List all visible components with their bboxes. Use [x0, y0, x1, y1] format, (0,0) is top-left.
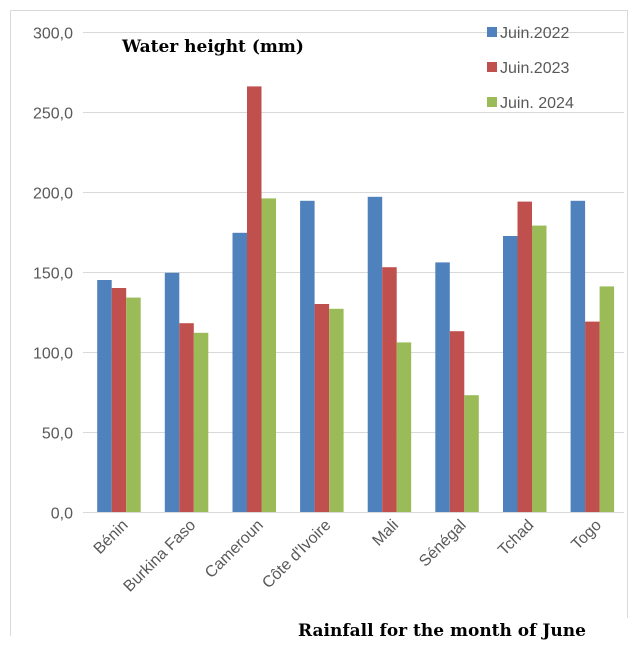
- bar-burkina-faso-1: [179, 323, 194, 512]
- y-axis-tick-labels: 0,0 50,0 100,0 150,0 200,0 250,0 300,0: [33, 26, 73, 523]
- y-tick-label: 250,0: [33, 106, 73, 123]
- bar-burkina-faso-2: [193, 332, 209, 512]
- bar-b-nin-2: [126, 297, 141, 512]
- chart-title: Water height (mm): [121, 37, 304, 57]
- bar-burkina-faso-0: [164, 272, 180, 512]
- legend-swatch: [487, 27, 497, 37]
- bars: [97, 86, 615, 513]
- x-tick-label: Tchad: [495, 517, 537, 559]
- chart-border: [10, 10, 628, 636]
- legend-swatch: [487, 97, 497, 107]
- y-tick-label: 100,0: [33, 346, 73, 363]
- y-tick-label: 300,0: [33, 26, 73, 43]
- legend-label: Juin. 2024: [500, 95, 574, 112]
- bar-c-te-d-ivoire-1: [314, 304, 330, 512]
- y-tick-label: 200,0: [33, 186, 73, 203]
- bar-mali-0: [367, 196, 383, 513]
- x-tick-label: Sénégal: [416, 517, 470, 571]
- y-tick-label: 50,0: [42, 426, 73, 443]
- bar-s-n-gal-0: [435, 262, 450, 512]
- x-tick-label: Cameroun: [202, 517, 267, 582]
- x-tick-label: Togo: [568, 517, 605, 554]
- bar-b-nin-1: [111, 288, 127, 512]
- x-tick-label: Burkina Faso: [121, 517, 200, 596]
- bar-togo-0: [570, 200, 586, 513]
- bar-mali-1: [382, 267, 397, 512]
- bar-tchad-0: [503, 236, 518, 512]
- bar-cameroun-0: [232, 232, 247, 513]
- bar-cameroun-1: [247, 86, 262, 513]
- legend-label: Juin.2023: [500, 60, 569, 77]
- bar-togo-2: [599, 286, 615, 512]
- bar-cameroun-2: [261, 198, 276, 512]
- bar-mali-2: [396, 342, 412, 512]
- x-axis-label: Rainfall for the month of June: [298, 621, 586, 641]
- bar-b-nin-0: [97, 280, 112, 512]
- xlabel-background: [284, 631, 624, 647]
- legend-label: Juin.2022: [500, 25, 569, 42]
- bar-tchad-1: [517, 201, 532, 512]
- x-tick-label: Mali: [369, 517, 402, 550]
- legend-swatch: [487, 62, 497, 72]
- x-tick-label: Bénin: [91, 517, 132, 558]
- y-tick-label: 150,0: [33, 266, 73, 283]
- bar-c-te-d-ivoire-2: [329, 308, 344, 512]
- bar-tchad-2: [532, 225, 547, 512]
- y-tick-label: 0,0: [51, 506, 73, 523]
- x-tick-label: Côte d'Ivoire: [259, 517, 334, 592]
- bar-c-te-d-ivoire-0: [300, 200, 315, 513]
- bar-s-n-gal-2: [464, 395, 479, 512]
- bar-togo-1: [585, 321, 600, 512]
- legend: Juin.2022 Juin.2023 Juin. 2024: [487, 25, 574, 112]
- bar-s-n-gal-1: [449, 331, 465, 512]
